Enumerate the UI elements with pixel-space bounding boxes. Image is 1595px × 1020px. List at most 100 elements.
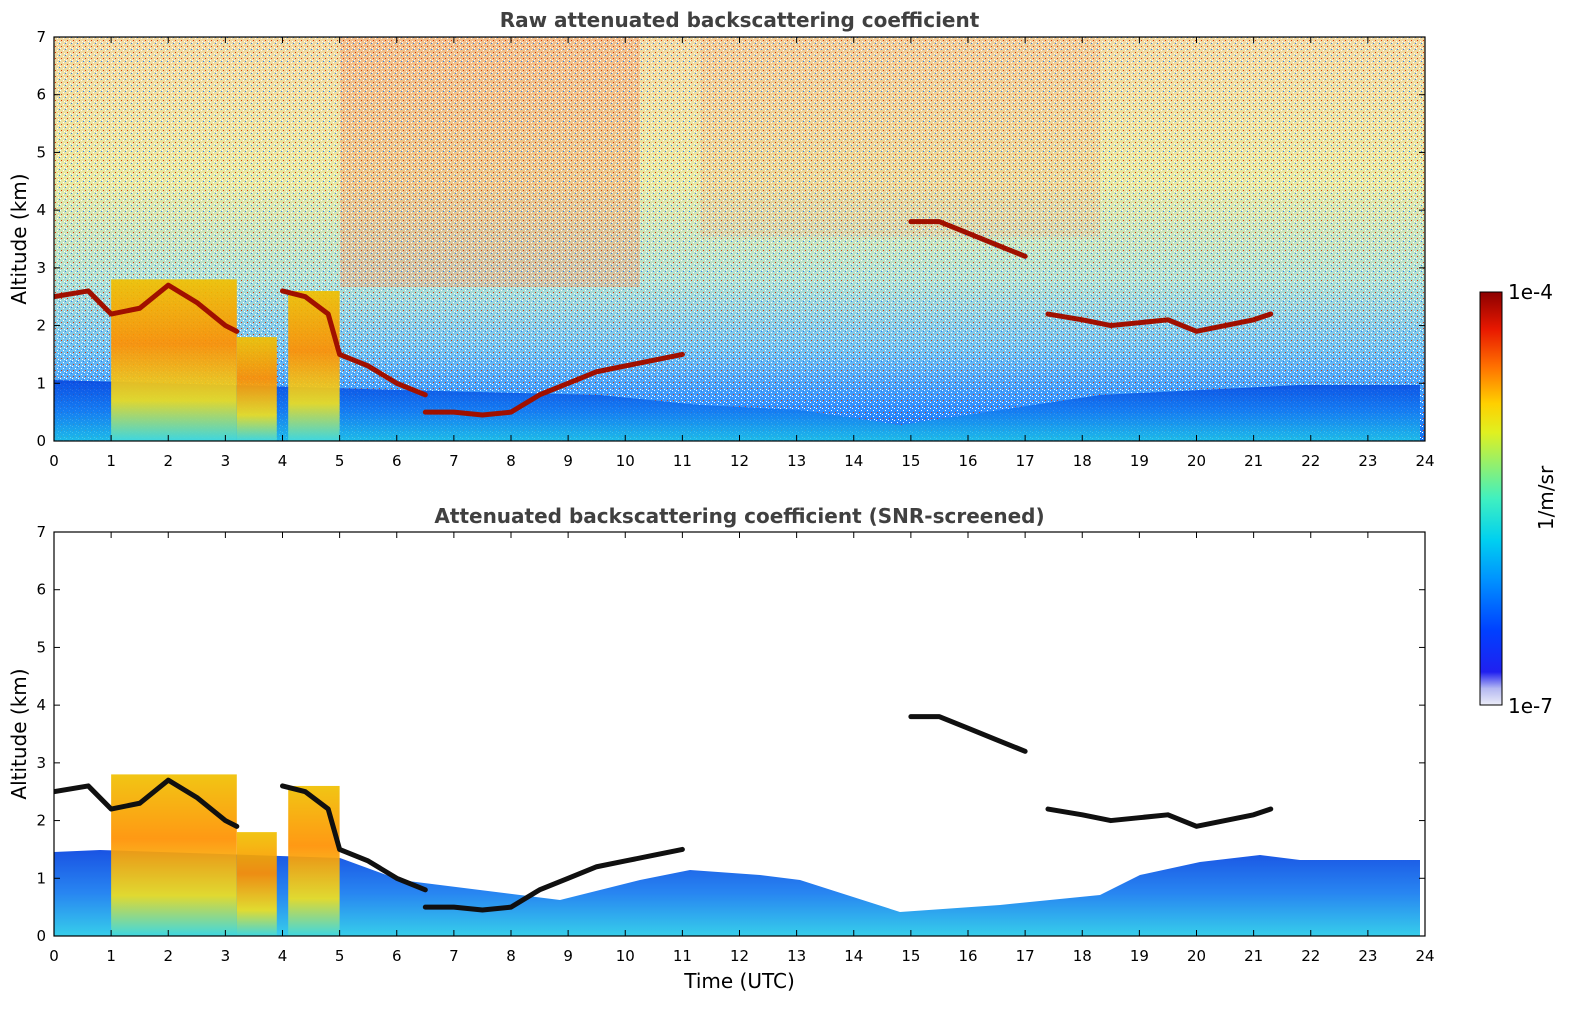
screened-x-axis: 0 1 2 3 4 5 6 7 8 9 10 11 12 13 14 15 16 17 18 19 20 21 22 23 24 [49, 532, 1435, 965]
screened-panel-title: Attenuated backscattering coefficient (S… [434, 504, 1044, 528]
precip-column [236, 832, 277, 936]
precip-column [288, 785, 340, 936]
x-tick-label: 18 [1073, 452, 1092, 470]
x-tick-label: 3 [221, 452, 231, 470]
cloud-layer [1045, 311, 1274, 334]
screened-backscatter-panel: Attenuated backscattering coefficient (S… [7, 504, 1435, 993]
x-tick-label: 7 [449, 452, 459, 470]
raw-y-axis-label: Altitude (km) [7, 173, 31, 304]
cloud-layer [280, 288, 428, 398]
cloud-layer [908, 714, 1028, 754]
x-tick-label: 8 [506, 947, 516, 965]
cloud-layer [908, 219, 1028, 259]
x-tick-label: 22 [1301, 947, 1320, 965]
y-tick-label: 3 [36, 259, 46, 277]
x-tick-label: 19 [1130, 947, 1149, 965]
x-tick-label: 20 [1187, 947, 1206, 965]
x-tick-label: 16 [958, 452, 977, 470]
x-tick-label: 9 [563, 947, 573, 965]
precip-column [236, 337, 277, 441]
x-tick-label: 7 [449, 947, 459, 965]
x-tick-label: 19 [1130, 452, 1149, 470]
raw-x-axis: 0 1 2 3 4 5 6 7 8 9 10 11 12 13 14 15 16 17 18 19 20 21 22 23 24 [49, 37, 1435, 470]
colorbar-gradient [1479, 291, 1503, 706]
y-tick-label: 3 [36, 754, 46, 772]
x-tick-label: 17 [1016, 452, 1035, 470]
y-tick-label: 5 [36, 143, 46, 161]
x-tick-label: 23 [1358, 452, 1377, 470]
x-tick-label: 11 [673, 452, 692, 470]
x-tick-label: 6 [392, 947, 402, 965]
y-tick-label: 2 [36, 812, 46, 830]
x-tick-label: 21 [1244, 947, 1263, 965]
x-tick-label: 24 [1415, 947, 1434, 965]
raw-y-axis: 0 1 2 3 4 5 6 7 [36, 28, 1425, 450]
y-tick-label: 7 [36, 28, 46, 46]
x-tick-label: 22 [1301, 452, 1320, 470]
x-tick-label: 11 [673, 947, 692, 965]
x-tick-label: 9 [563, 452, 573, 470]
x-tick-label: 18 [1073, 947, 1092, 965]
y-tick-label: 2 [36, 317, 46, 335]
colorbar: 1e-4 1e-7 1/m/sr [1479, 280, 1558, 718]
x-tick-label: 13 [787, 947, 806, 965]
colorbar-max-label: 1e-4 [1508, 280, 1553, 304]
y-tick-label: 4 [36, 201, 46, 219]
cloud-layer [54, 282, 240, 334]
colorbar-min-label: 1e-7 [1508, 694, 1553, 718]
colorbar-unit-label: 1/m/sr [1534, 465, 1558, 530]
x-tick-label: 15 [901, 947, 920, 965]
x-tick-label: 8 [506, 452, 516, 470]
precip-column [288, 290, 340, 441]
x-tick-label: 23 [1358, 947, 1377, 965]
x-tick-label: 1 [106, 947, 116, 965]
x-tick-label: 14 [844, 452, 863, 470]
screened-y-axis-label: Altitude (km) [7, 668, 31, 799]
y-tick-label: 6 [36, 86, 46, 104]
cloud-layer [54, 777, 240, 829]
x-tick-label: 4 [278, 947, 288, 965]
x-tick-label: 3 [221, 947, 231, 965]
cloud-layer [1045, 806, 1274, 829]
x-tick-label: 5 [335, 452, 345, 470]
y-tick-label: 5 [36, 638, 46, 656]
cloud-layer [280, 783, 428, 893]
y-tick-label: 1 [36, 374, 46, 392]
cloud-layer [422, 846, 685, 913]
x-tick-label: 2 [163, 947, 173, 965]
y-tick-label: 1 [36, 869, 46, 887]
x-tick-label: 16 [958, 947, 977, 965]
screened-heatmap [54, 532, 1425, 936]
x-tick-label: 4 [278, 452, 288, 470]
x-tick-label: 13 [787, 452, 806, 470]
raw-features [54, 219, 1274, 441]
x-tick-label: 1 [106, 452, 116, 470]
x-tick-label: 0 [49, 452, 59, 470]
precip-column [111, 279, 237, 441]
raw-heatmap [54, 37, 1425, 441]
x-axis-label: Time (UTC) [683, 969, 795, 993]
y-tick-label: 7 [36, 523, 46, 541]
x-tick-label: 6 [392, 452, 402, 470]
x-tick-label: 20 [1187, 452, 1206, 470]
x-tick-label: 24 [1415, 452, 1434, 470]
x-tick-label: 2 [163, 452, 173, 470]
x-tick-label: 0 [49, 947, 59, 965]
x-tick-label: 12 [730, 947, 749, 965]
y-tick-label: 4 [36, 696, 46, 714]
x-tick-label: 10 [616, 452, 635, 470]
precip-column [111, 774, 237, 936]
x-tick-label: 12 [730, 452, 749, 470]
screened-features [54, 714, 1274, 936]
x-tick-label: 10 [616, 947, 635, 965]
x-tick-label: 21 [1244, 452, 1263, 470]
cloud-layer [422, 351, 685, 418]
x-tick-label: 14 [844, 947, 863, 965]
x-tick-label: 17 [1016, 947, 1035, 965]
x-tick-label: 15 [901, 452, 920, 470]
y-tick-label: 0 [36, 432, 46, 450]
y-tick-label: 6 [36, 581, 46, 599]
raw-panel-title: Raw attenuated backscattering coefficien… [500, 8, 980, 32]
raw-backscatter-panel: Raw attenuated backscattering coefficien… [7, 8, 1435, 470]
